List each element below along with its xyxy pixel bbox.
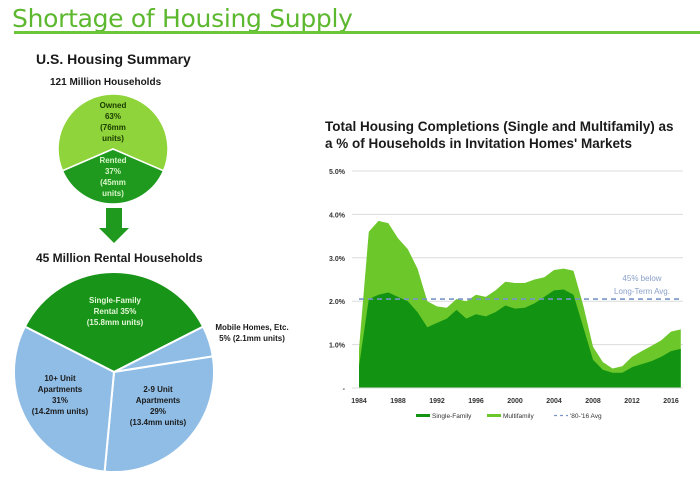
chart-title-line2: a % of Households in Invitation Homes' M…	[325, 136, 633, 151]
summary-heading: U.S. Housing Summary	[36, 51, 191, 67]
title-divider	[14, 31, 700, 34]
down-arrow-icon	[99, 208, 129, 243]
two-nine-line3: 29%	[149, 407, 166, 416]
pie-slice-owned	[57, 93, 169, 172]
legend-label-single-family: Single-Family	[432, 413, 472, 420]
y-tick-label: 3.0%	[329, 256, 346, 263]
rented-label: Rented 37% (45mm units)	[83, 155, 143, 199]
y-tick-label: 4.0%	[329, 212, 346, 219]
ten-plus-line1: 10+ Unit	[44, 374, 76, 383]
owned-name: Owned	[99, 101, 127, 110]
two-nine-line1: 2-9 Unit	[143, 385, 173, 394]
x-tick-label: 1992	[429, 398, 445, 405]
owned-units2: units)	[102, 134, 124, 143]
pies-svg	[12, 93, 216, 474]
rented-units2: units)	[102, 189, 124, 198]
rented-units: (45mm	[100, 178, 126, 187]
x-tick-label: 2012	[624, 398, 640, 405]
legend-label-average: '80-'16 Avg	[570, 413, 602, 420]
x-tick-label: 1988	[390, 398, 406, 405]
area-single-family	[359, 289, 681, 388]
x-tick-label: 2008	[585, 398, 601, 405]
owned-units: (76mm	[100, 123, 126, 132]
x-tick-label: 2000	[507, 398, 523, 405]
pie-slice-2-9-unit	[103, 355, 216, 474]
annotation-line1: 45% below	[622, 274, 661, 283]
annotation-line2: Long-Term Avg.	[614, 287, 670, 296]
y-tick-label: 5.0%	[329, 169, 346, 176]
legend-swatch-single-family	[416, 414, 430, 417]
mobile-homes-label: Mobile Homes, Etc. 5% (2.1mm units)	[204, 322, 300, 344]
x-tick-label: 1996	[468, 398, 484, 405]
sfr-line3: (15.8mm units)	[86, 318, 144, 327]
sfr-line1: Single-Family	[88, 296, 141, 305]
pie-slice-single-family-rental	[23, 271, 205, 374]
sfr-line2: Rental 35%	[93, 307, 137, 316]
legend-label-multifamily: Multifamily	[503, 413, 534, 420]
pie-slice-rented	[61, 148, 165, 205]
rented-name: Rented	[99, 156, 127, 165]
ten-plus-line2: Apartments	[37, 385, 83, 394]
owned-label: Owned 63% (76mm units)	[83, 100, 143, 144]
chart-title-line1: Total Housing Completions (Single and Mu…	[325, 119, 674, 134]
two-nine-line2: Apartments	[135, 396, 181, 405]
households-label: 121 Million Households	[50, 77, 162, 88]
slide-title: Shortage of Housing Supply	[12, 4, 353, 33]
chart-title: Total Housing Completions (Single and Mu…	[325, 118, 695, 152]
ten-plus-line4: (14.2mm units)	[31, 407, 89, 416]
rented-pct: 37%	[104, 167, 121, 176]
two-nine-line4: (13.4mm units)	[129, 418, 187, 427]
ten-plus-line3: 31%	[51, 396, 68, 405]
single-family-rental-label: Single-Family Rental 35% (15.8mm units)	[70, 295, 160, 328]
y-tick-label: 2.0%	[329, 299, 346, 306]
mobile-line1: Mobile Homes, Etc.	[215, 323, 289, 332]
y-tick-label: -	[343, 386, 346, 393]
x-tick-label: 2004	[546, 398, 562, 405]
pie-slice-10-plus-unit	[12, 325, 116, 473]
owned-pct: 63%	[104, 112, 121, 121]
2-9-unit-label: 2-9 Unit Apartments 29% (13.4mm units)	[118, 384, 198, 428]
mobile-line2: 5% (2.1mm units)	[219, 334, 285, 343]
x-tick-label: 2016	[663, 398, 679, 405]
10-plus-unit-label: 10+ Unit Apartments 31% (14.2mm units)	[20, 373, 100, 417]
x-tick-label: 1984	[351, 398, 367, 405]
rental-heading: 45 Million Rental Households	[36, 251, 203, 265]
y-tick-label: 1.0%	[329, 343, 346, 350]
legend-swatch-multifamily	[487, 414, 501, 417]
